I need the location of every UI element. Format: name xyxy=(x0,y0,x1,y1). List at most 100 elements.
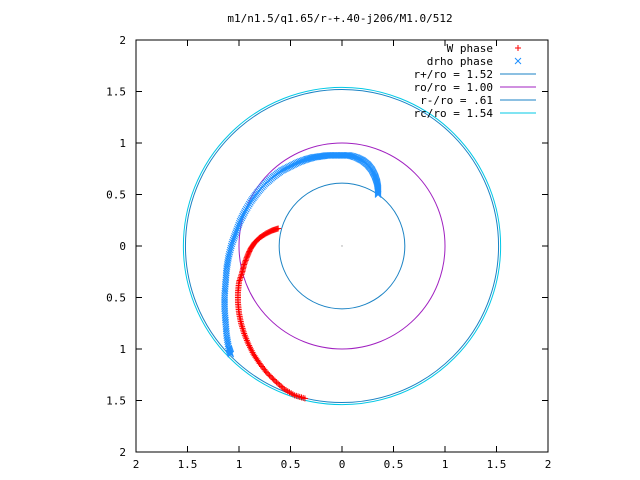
drho-phase-point xyxy=(229,238,236,246)
drho-phase-stroke-b xyxy=(225,342,232,350)
x-tick-label: 0 xyxy=(339,458,346,471)
drho-phase-point xyxy=(228,240,236,248)
radius-circles xyxy=(182,86,502,406)
drho-phase-point xyxy=(225,250,233,258)
drho-phase-point xyxy=(235,219,243,227)
axis-ticks: 2 1.5 1 0.5 0 0.5 1 1.5 221.510.500.511.52 xyxy=(106,34,551,471)
w-phase-point xyxy=(269,375,276,382)
chart-title: m1/n1.5/q1.65/r-+.40-j206/M1.0/512 xyxy=(227,12,452,25)
drho-phase-stroke-b xyxy=(227,350,235,358)
drho-phase-stroke-b xyxy=(222,274,230,281)
legend-label: rc/ro = 1.54 xyxy=(414,107,494,120)
w-phase-point xyxy=(263,369,270,376)
drho-phase-stroke-b xyxy=(223,267,230,275)
w-phase-point xyxy=(243,254,250,261)
w-phase-point xyxy=(266,372,273,379)
drho-phase-stroke-b xyxy=(225,255,232,262)
w-phase-point xyxy=(237,274,244,281)
y-tick-label: 1 xyxy=(119,343,126,356)
drho-phase-point xyxy=(231,233,238,240)
drho-phase-stroke-b xyxy=(224,259,232,266)
drho-phase-stroke-b xyxy=(226,248,234,256)
drho-phase-stroke-b xyxy=(223,265,230,273)
w-phase-point xyxy=(242,258,249,265)
drho-phase-point xyxy=(240,209,248,217)
y-tick-label: 1.5 xyxy=(106,395,126,408)
drho-phase-stroke-b xyxy=(235,219,243,227)
radius-circle xyxy=(278,182,406,310)
drho-phase-stroke-b xyxy=(222,272,230,279)
w-phase-point xyxy=(301,395,308,402)
origin-dot xyxy=(341,245,343,247)
drho-phase-point xyxy=(226,248,234,256)
x-tick-label: 1 xyxy=(442,458,449,471)
x-tick-label: 1.5 xyxy=(487,458,507,471)
legend-label: ro/ro = 1.00 xyxy=(414,81,493,94)
drho-phase-point xyxy=(227,350,235,358)
drho-phase-stroke-b xyxy=(223,263,231,270)
drho-phase-point xyxy=(226,246,234,254)
drho-phase-stroke-b xyxy=(373,179,381,187)
drho-phase-stroke-b xyxy=(228,240,236,248)
drho-phase-stroke-b xyxy=(240,209,248,217)
drho-phase-point xyxy=(237,216,245,223)
drho-phase-stroke-b xyxy=(239,212,246,220)
w-phase-point xyxy=(236,277,243,284)
w-phase-point xyxy=(275,380,282,387)
drho-phase-stroke-b xyxy=(231,233,238,240)
drho-phase-point xyxy=(227,244,235,252)
drho-phase-stroke-b xyxy=(233,225,241,233)
x-tick-label: 0.5 xyxy=(384,458,404,471)
drho-phase-stroke-b xyxy=(236,217,244,225)
w-phase-point xyxy=(244,253,251,260)
w-phase-point xyxy=(242,257,249,264)
x-tick-label: 2 xyxy=(133,458,140,471)
drho-phase-point xyxy=(233,227,240,235)
drho-phase-stroke-b xyxy=(231,231,239,238)
drho-phase-point xyxy=(230,234,238,242)
w-phase-point xyxy=(270,376,277,383)
legend-label: r+/ro = 1.52 xyxy=(414,68,493,81)
y-tick-label: 0.5 xyxy=(106,292,126,305)
drho-phase-point xyxy=(233,225,241,233)
drho-phase-stroke-b xyxy=(227,242,235,250)
w-phase-point xyxy=(243,256,250,263)
w-phase-point xyxy=(267,373,274,380)
drho-phase-stroke-b xyxy=(227,244,235,252)
w-phase-point xyxy=(241,260,248,267)
drho-phase-stroke-b xyxy=(241,207,249,215)
x-tick-label: 0.5 xyxy=(281,458,301,471)
y-tick-label: 2 xyxy=(119,34,126,47)
radius-circle xyxy=(184,88,500,404)
drho-phase-point xyxy=(231,231,239,238)
drho-phase-stroke-b xyxy=(240,211,247,218)
drho-phase-point xyxy=(234,223,242,231)
drho-phase-stroke-b xyxy=(225,250,233,258)
radius-circle xyxy=(238,142,446,350)
drho-phase-stroke-b xyxy=(353,154,360,161)
w-phase-point xyxy=(239,269,246,276)
legend-label: r-/ro = .61 xyxy=(420,94,493,107)
drho-phase-point xyxy=(236,217,244,225)
drho-phase-point xyxy=(235,221,243,229)
w-phase-point xyxy=(272,377,279,384)
drho-phase-point xyxy=(304,155,312,163)
drho-phase-stroke-b xyxy=(234,223,242,231)
drho-phase-point xyxy=(240,211,247,218)
w-phase-point xyxy=(273,379,280,386)
drho-phase-point xyxy=(239,212,246,220)
drho-phase-point xyxy=(227,242,235,250)
w-phase-point xyxy=(265,371,272,378)
drho-phase-stroke-b xyxy=(226,246,234,254)
legend-sample-x-b xyxy=(514,57,522,65)
y-tick-label: 0 xyxy=(119,240,126,253)
drho-phase-stroke-b xyxy=(221,287,229,295)
drho-phase-stroke-b xyxy=(221,283,229,290)
drho-phase-stroke-b xyxy=(374,180,381,188)
drho-phase-stroke-b xyxy=(230,234,238,242)
drho-phase-point xyxy=(241,207,249,215)
w-phase-point xyxy=(237,275,244,282)
legend-label: drho phase xyxy=(427,55,493,68)
w-phase-point xyxy=(276,382,283,389)
